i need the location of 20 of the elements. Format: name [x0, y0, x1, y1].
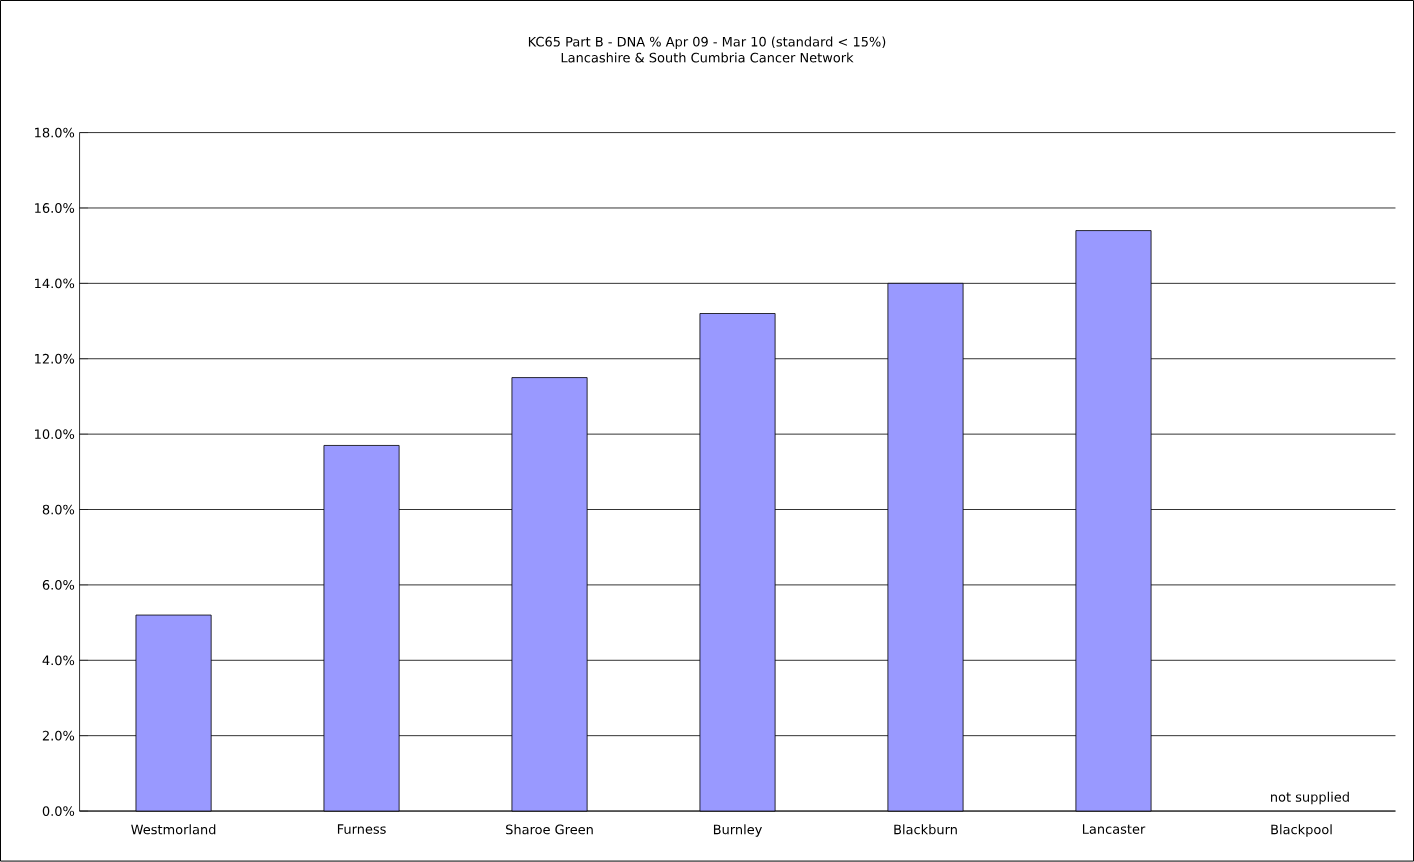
- x-tick-label: Westmorland: [131, 824, 216, 835]
- x-tick-label: Furness: [337, 824, 386, 835]
- y-tick-label: 14.0%: [35, 278, 75, 289]
- y-tick-label: 0.0%: [42, 806, 75, 817]
- x-tick-label: Burnley: [713, 824, 762, 838]
- chart-title: KC65 Part B - DNA % Apr 09 - Mar 10 (standard < 15%): [528, 36, 886, 50]
- x-tick-label: Blackpool: [1271, 824, 1332, 838]
- annotation: not supplied: [1271, 792, 1349, 805]
- chart-subtitle: Lancashire & South Cumbria Cancer Network: [561, 52, 854, 63]
- x-tick-label: Lancaster: [1082, 824, 1146, 835]
- x-tick-label: Blackburn: [894, 824, 957, 835]
- x-tick-label: Sharoe Green: [506, 824, 593, 835]
- y-tick-label: 2.0%: [42, 730, 75, 741]
- y-tick-label: 8.0%: [42, 504, 75, 515]
- y-tick-label: 4.0%: [42, 655, 75, 666]
- y-tick-label: 10.0%: [35, 429, 75, 440]
- y-tick-label: 6.0%: [42, 580, 75, 591]
- y-tick-label: 12.0%: [35, 354, 75, 364]
- y-tick-label: 18.0%: [35, 127, 75, 138]
- y-tick-label: 16.0%: [35, 203, 75, 214]
